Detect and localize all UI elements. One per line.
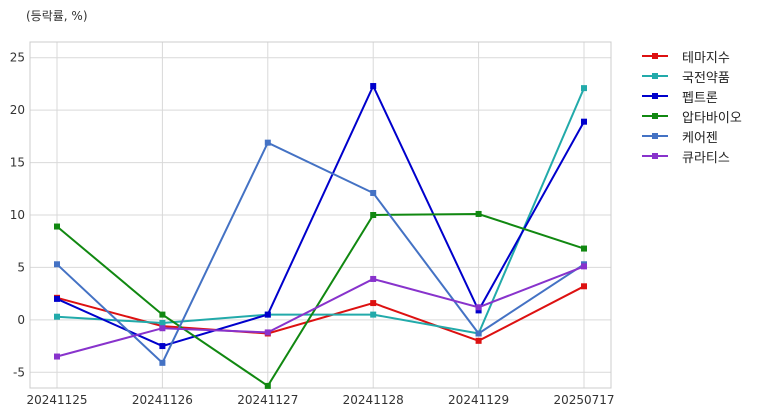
data-point — [264, 382, 271, 389]
data-point — [581, 245, 587, 252]
data-point — [54, 261, 60, 268]
grid-lines — [30, 42, 611, 388]
data-point — [159, 311, 166, 318]
data-point — [475, 330, 482, 337]
data-point — [159, 319, 166, 326]
legend-swatch — [640, 129, 670, 143]
data-point — [54, 353, 60, 360]
legend-label: 케어젠 — [682, 130, 718, 146]
y-tick-label: 15 — [10, 156, 25, 170]
legend-item: 케어젠 — [640, 126, 742, 146]
unit-label: (등락률, %) — [26, 9, 88, 23]
data-point — [370, 311, 377, 318]
data-point — [264, 139, 271, 146]
data-point — [54, 223, 60, 230]
data-point — [159, 343, 166, 350]
series-line — [56, 83, 585, 348]
series-line — [56, 87, 585, 335]
legend-swatch — [640, 69, 670, 83]
data-point — [370, 189, 377, 196]
data-point — [370, 275, 377, 282]
data-point — [581, 85, 587, 92]
series-line — [56, 212, 585, 388]
series-5 — [54, 139, 587, 366]
data-point — [475, 307, 482, 314]
series-3 — [54, 83, 587, 350]
series-line — [56, 141, 585, 365]
data-point — [370, 212, 377, 218]
series-line — [56, 285, 585, 342]
y-axis: -5 0 5 10 15 20 25 — [10, 51, 25, 380]
y-tick-label: 5 — [17, 260, 25, 274]
data-point — [370, 300, 377, 307]
y-tick-label: 20 — [10, 103, 25, 117]
legend-label: 테마지수 — [682, 50, 730, 66]
data-point — [581, 283, 587, 290]
data-point — [581, 118, 587, 125]
legend-label: 큐라티스 — [682, 150, 730, 166]
data-point — [54, 313, 60, 320]
series-line — [56, 265, 585, 358]
series-1 — [54, 283, 587, 344]
legend-swatch — [640, 109, 670, 123]
data-point — [54, 295, 60, 302]
series-6 — [54, 263, 587, 360]
legend-swatch — [640, 89, 670, 103]
legend-item: 압타바이오 — [640, 106, 742, 126]
data-point — [475, 304, 482, 311]
x-tick-label: 20241125 — [26, 393, 87, 407]
series-layer — [54, 83, 587, 389]
y-tick-label: 25 — [10, 51, 25, 65]
x-axis: 20241125 20241126 20241127 20241128 20241129… — [26, 393, 614, 407]
x-tick-label: 20241126 — [132, 393, 193, 407]
legend-swatch — [640, 49, 670, 63]
y-tick-label: 0 — [17, 313, 25, 327]
data-point — [159, 325, 166, 332]
legend-label: 국전약품 — [682, 70, 730, 86]
x-tick-label: 20241129 — [448, 393, 509, 407]
plot-frame — [29, 41, 612, 389]
legend-label: 압타바이오 — [682, 110, 742, 126]
y-tick-label: 10 — [10, 208, 25, 222]
data-point — [581, 263, 587, 270]
data-point — [264, 329, 271, 336]
data-point — [159, 359, 166, 366]
legend-item: 큐라티스 — [640, 146, 742, 166]
x-tick-label: 20241128 — [343, 393, 404, 407]
legend-label: 펩트론 — [682, 90, 718, 106]
data-point — [264, 311, 271, 318]
legend-item: 펩트론 — [640, 86, 742, 106]
data-point — [475, 210, 482, 217]
legend-swatch — [640, 149, 670, 163]
data-point — [370, 83, 377, 90]
legend-item: 국전약품 — [640, 66, 742, 86]
series-4 — [54, 210, 587, 389]
x-tick-label: 20241127 — [237, 393, 298, 407]
data-point — [475, 337, 482, 344]
legend-item: 테마지수 — [640, 46, 742, 66]
y-tick-label: -5 — [13, 365, 25, 379]
x-tick-label: 20250717 — [553, 393, 614, 407]
